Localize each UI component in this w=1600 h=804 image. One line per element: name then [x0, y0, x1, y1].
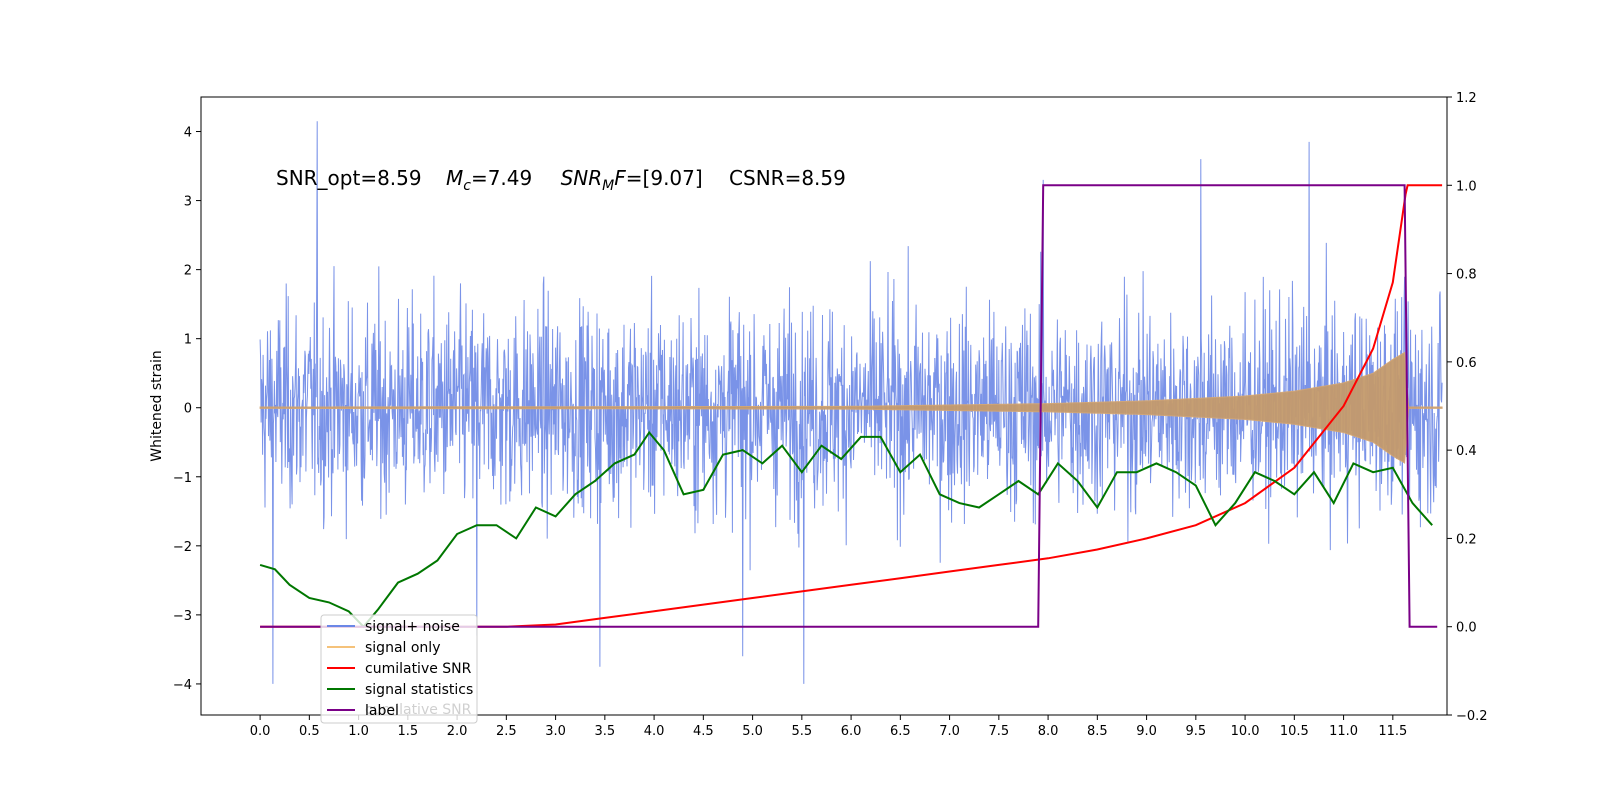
- y-axis-label: Whitened strain: [149, 350, 165, 461]
- y-right-tick-label: 0.6: [1456, 356, 1477, 371]
- x-tick-label: 11.0: [1329, 724, 1358, 739]
- plot-frame: [200, 96, 1448, 716]
- y-right-tick-label: 0.8: [1456, 268, 1477, 283]
- x-tick-label: 10.5: [1280, 724, 1309, 739]
- x-tick-label: 9.0: [1136, 724, 1157, 739]
- y-tick-label: −1: [173, 471, 192, 486]
- y-tick-label: −3: [173, 609, 192, 624]
- series-line-signal-noise: [259, 121, 1443, 684]
- annotation-mc-symbol: M: [446, 166, 463, 190]
- x-tick-label: 1.0: [348, 724, 369, 739]
- y-right-tick-label: 0.2: [1456, 532, 1477, 547]
- legend-label: signal+ noise: [365, 619, 460, 635]
- y-tick-label: 0: [184, 402, 192, 417]
- legend-label: signal only: [365, 640, 440, 656]
- legend-label: cumilative SNR: [365, 661, 472, 677]
- annotation-mc-value: =7.49: [471, 166, 532, 190]
- x-tick-label: 7.5: [988, 724, 1009, 739]
- x-tick-label: 5.5: [791, 724, 812, 739]
- annotation-text: SNR_opt=8.59 Mc=7.49 SNRMF=[9.07] CSNR=8…: [276, 166, 846, 194]
- y-tick-label: −2: [173, 540, 192, 555]
- annotation-snr-opt: SNR_opt=8.59: [276, 166, 422, 190]
- annotation-mc-sub: c: [463, 178, 471, 194]
- y-right-tick-label: 1.0: [1456, 179, 1477, 194]
- annotation-snrmf-mid: F: [614, 166, 626, 190]
- x-tick-label: 4.5: [693, 724, 714, 739]
- series-area-signal-only: [259, 351, 1443, 464]
- annotation-csnr: CSNR=8.59: [729, 166, 846, 190]
- y-tick-label: 4: [184, 126, 192, 141]
- x-tick-label: 3.5: [594, 724, 615, 739]
- legend-box: [320, 614, 478, 724]
- y-right-tick-label: 0.0: [1456, 621, 1477, 636]
- y-axis-right: −0.2 0.0 0.2 0.4 0.6 0.8 1.0 1.2: [1447, 91, 1488, 724]
- y-axis-left: −4 −3 −2 −1 0 1 2 3 4: [173, 126, 201, 693]
- y-right-tick-label: 0.4: [1456, 444, 1477, 459]
- x-tick-label: 6.0: [841, 724, 862, 739]
- x-axis: 0.0 0.5 1.0 1.5 2.0 2.5 3.0 3.5 4.0 4.5 5.0 5.5 6.0 6…: [250, 715, 1407, 739]
- y-right-tick-label: −0.2: [1456, 709, 1488, 724]
- y-right-tick-label: 1.2: [1456, 91, 1477, 106]
- y-tick-label: 1: [184, 333, 192, 348]
- x-tick-label: 4.0: [644, 724, 665, 739]
- y-tick-label: 3: [184, 195, 192, 210]
- x-tick-label: 0.0: [250, 724, 271, 739]
- legend-ghost-text: cumilative SNR: [365, 702, 472, 718]
- x-tick-label: 3.0: [545, 724, 566, 739]
- x-tick-label: 7.0: [939, 724, 960, 739]
- x-tick-label: 2.5: [496, 724, 517, 739]
- annotation-snrmf-symbol: SNR: [561, 166, 603, 190]
- x-tick-label: 6.5: [890, 724, 911, 739]
- y-tick-label: 2: [184, 264, 192, 279]
- x-tick-label: 0.5: [299, 724, 320, 739]
- legend-label: label: [365, 703, 399, 719]
- x-tick-label: 1.5: [398, 724, 419, 739]
- legend-label: signal statistics: [365, 682, 473, 698]
- x-tick-label: 9.5: [1185, 724, 1206, 739]
- x-tick-label: 5.0: [742, 724, 763, 739]
- annotation-snrmf-value: =[9.07]: [626, 166, 703, 190]
- series-line-label: [260, 184, 1438, 628]
- annotation-snrmf-sub: M: [602, 178, 614, 194]
- series-line-signal-statistics: [259, 430, 1433, 629]
- x-tick-label: 8.5: [1087, 724, 1108, 739]
- x-tick-label: 11.5: [1378, 724, 1407, 739]
- x-tick-label: 8.0: [1038, 724, 1059, 739]
- y-tick-label: −4: [173, 678, 192, 693]
- x-tick-label: 2.0: [447, 724, 468, 739]
- x-tick-label: 10.0: [1231, 724, 1260, 739]
- legend: cumilative SNR signal+ noise signal only cu…: [320, 614, 478, 724]
- series-group: [259, 121, 1443, 684]
